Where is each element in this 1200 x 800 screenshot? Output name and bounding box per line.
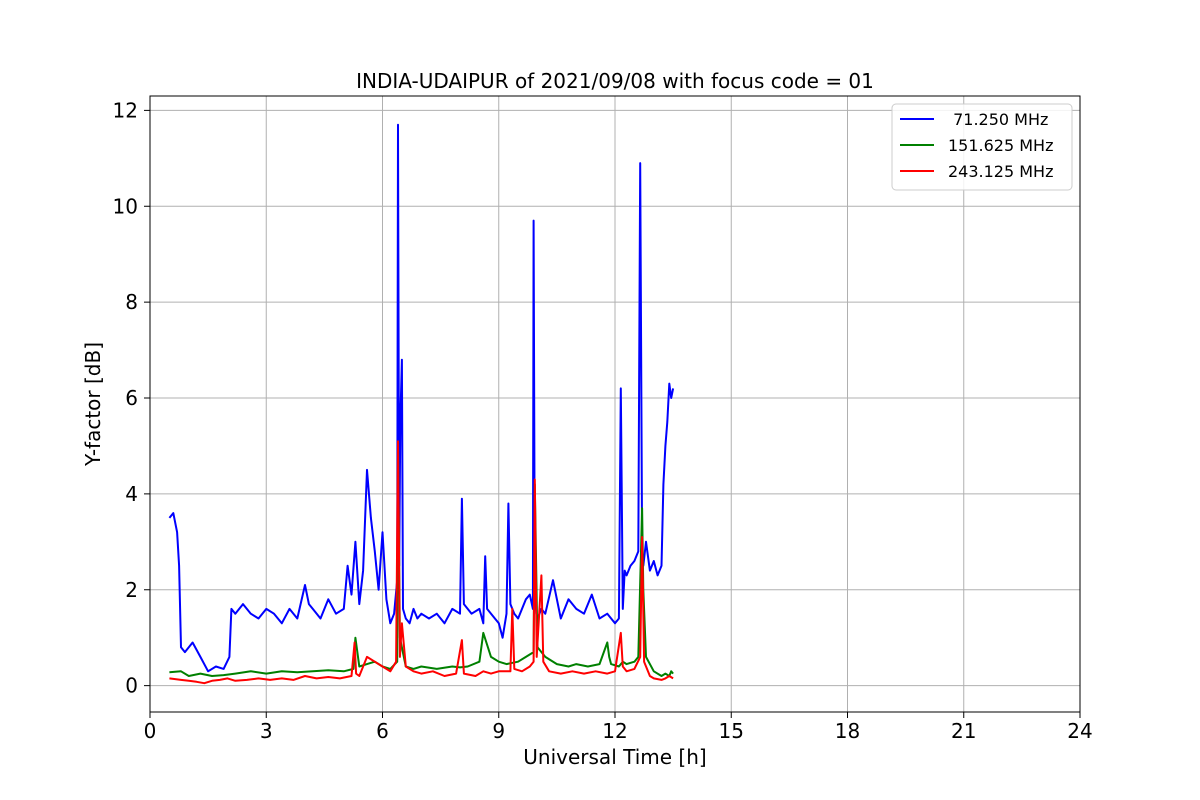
y-tick-label: 8 xyxy=(125,290,138,314)
legend-label-151-625: 151.625 MHz xyxy=(948,136,1053,155)
y-tick-label: 2 xyxy=(125,578,138,602)
y-axis-ticks: 0 2 4 6 8 10 12 xyxy=(113,98,150,698)
legend-label-71-250: 71.250 MHz xyxy=(948,110,1048,129)
series-line-71-250-mhz xyxy=(168,123,675,673)
y-tick-label: 10 xyxy=(113,194,138,218)
series-line-151-625-mhz xyxy=(169,444,674,677)
x-tick-label: 6 xyxy=(376,719,389,743)
x-tick-label: 0 xyxy=(144,719,157,743)
x-axis-label: Universal Time [h] xyxy=(523,745,706,769)
x-tick-label: 15 xyxy=(719,719,744,743)
series-line-243-125-mhz xyxy=(169,440,674,685)
x-tick-label: 18 xyxy=(835,719,860,743)
x-tick-label: 24 xyxy=(1067,719,1092,743)
y-tick-label: 6 xyxy=(125,386,138,410)
legend: 71.250 MHz 151.625 MHz 243.125 MHz xyxy=(891,103,1073,191)
y-tick-label: 0 xyxy=(125,674,138,698)
x-tick-label: 3 xyxy=(260,719,273,743)
x-tick-label: 9 xyxy=(492,719,505,743)
y-tick-label: 12 xyxy=(113,98,138,122)
x-tick-label: 21 xyxy=(951,719,976,743)
y-axis-label: Y-factor [dB] xyxy=(81,342,105,467)
series-layer xyxy=(168,123,675,685)
y-tick-label: 4 xyxy=(125,482,138,506)
x-axis-ticks: 0 3 6 9 12 15 18 21 24 xyxy=(144,712,1093,743)
legend-box xyxy=(891,103,1073,191)
chart-title: INDIA-UDAIPUR of 2021/09/08 with focus c… xyxy=(356,69,874,93)
legend-label-243-125: 243.125 MHz xyxy=(948,162,1053,181)
x-tick-label: 12 xyxy=(602,719,627,743)
